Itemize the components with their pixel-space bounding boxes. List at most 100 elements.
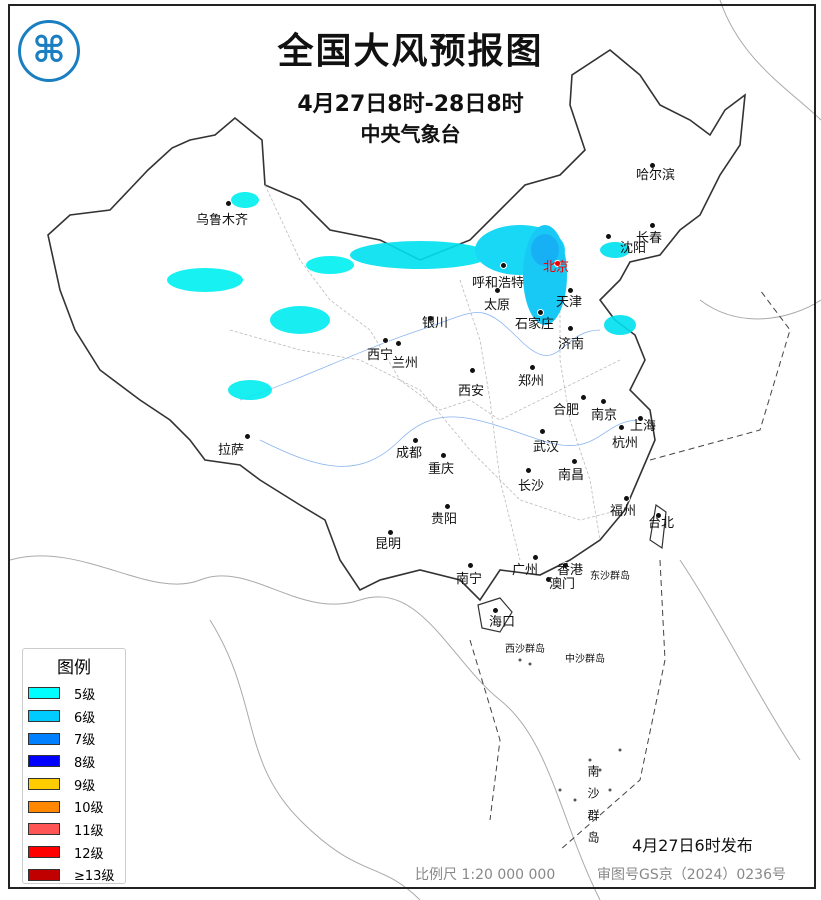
city-dot: [545, 576, 552, 583]
city-dot: [618, 424, 625, 431]
legend-label: 5级: [74, 687, 96, 703]
island-label: 南沙群岛: [586, 765, 600, 853]
city-label: 澳门: [549, 577, 576, 592]
legend-item: 5级: [23, 682, 125, 705]
legend-label: ≥13级: [74, 869, 115, 885]
city-label: 成都: [396, 446, 423, 461]
legend-label: 9级: [74, 778, 96, 794]
city-label: 沈阳: [620, 241, 647, 256]
city-dot: [494, 287, 501, 294]
city-dot: [244, 433, 251, 440]
city-label: 南昌: [558, 468, 585, 483]
city-label: 福州: [610, 504, 637, 519]
city-dot: [567, 287, 574, 294]
province-borders: [229, 184, 621, 561]
city-label: 广州: [512, 563, 539, 578]
city-label: 长春: [636, 231, 663, 246]
legend-label: 7级: [74, 733, 96, 749]
capital-star-icon: [554, 260, 561, 267]
city-dot: [225, 200, 232, 207]
nine-dash-line: [469, 289, 791, 851]
city-label: 银川: [422, 316, 449, 331]
city-label: 长沙: [518, 479, 545, 494]
city-label: 重庆: [428, 462, 455, 477]
city-label: 昆明: [375, 537, 402, 552]
south-china-sea-islands: [518, 658, 622, 802]
city-dot: [444, 503, 451, 510]
city-label: 郑州: [518, 374, 545, 389]
map-title: 全国大风预报图: [277, 31, 544, 72]
island-label: 东沙群岛: [590, 571, 630, 582]
city-dot: [567, 325, 574, 332]
legend-swatch: [28, 823, 60, 836]
city-dot: [500, 262, 507, 269]
legend-item: 10级: [23, 795, 125, 818]
legend-item: ≥13级: [23, 864, 125, 887]
city-dot: [637, 415, 644, 422]
legend-title: 图例: [57, 658, 91, 678]
city-dot: [562, 562, 569, 569]
city-dot: [467, 562, 474, 569]
city-label: 贵阳: [431, 512, 458, 527]
legend-item: 9级: [23, 773, 125, 796]
city-dot: [537, 309, 544, 316]
legend-label: 10级: [74, 801, 104, 817]
city-dot: [649, 162, 656, 169]
city-label: 西安: [458, 384, 485, 399]
island-label: 中沙群岛: [565, 654, 605, 665]
legend: 图例 5级 6级 7级 8级 9级 10级 11级 12级 ≥13级: [22, 648, 126, 884]
city-label: 乌鲁木齐: [196, 213, 249, 228]
city-label: 天津: [556, 295, 583, 310]
neighbor-coastlines: [9, 0, 821, 900]
city-dot: [412, 437, 419, 444]
rivers: [239, 312, 641, 467]
city-label: 南宁: [456, 572, 483, 587]
city-label: 杭州: [612, 436, 639, 451]
island-label: 西沙群岛: [505, 644, 545, 655]
legend-label: 6级: [74, 710, 96, 726]
city-label: 南京: [591, 408, 618, 423]
city-dot: [469, 367, 476, 374]
city-label: 海口: [489, 615, 516, 630]
map-frame: [8, 4, 816, 889]
wind-areas: [167, 192, 636, 400]
city-label: 太原: [484, 298, 511, 313]
city-dot: [600, 398, 607, 405]
city-dot: [387, 529, 394, 536]
legend-item: 8级: [23, 750, 125, 773]
map-scale: 比例尺 1:20 000 000: [415, 867, 556, 883]
city-dot: [492, 607, 499, 614]
city-dot: [539, 428, 546, 435]
city-dot: [395, 340, 402, 347]
city-label: 石家庄: [515, 317, 555, 332]
city-label: 北京: [543, 260, 570, 275]
city-dot: [649, 222, 656, 229]
city-label: 武汉: [533, 440, 560, 455]
agency-name: 中央气象台: [360, 122, 461, 146]
legend-item: 6级: [23, 705, 125, 728]
city-label: 台北: [648, 516, 675, 531]
city-label: 呼和浩特: [472, 276, 525, 291]
legend-swatch: [28, 846, 60, 859]
city-dot: [605, 233, 612, 240]
legend-swatch: [28, 687, 60, 700]
legend-swatch: [28, 732, 60, 745]
city-label: 上海: [630, 419, 657, 434]
city-label: 香港: [557, 563, 584, 578]
legend-label: 11级: [74, 823, 104, 839]
city-label: 哈尔滨: [636, 168, 676, 183]
legend-item: 11级: [23, 818, 125, 841]
city-dot: [529, 364, 536, 371]
city-label: 合肥: [553, 403, 580, 418]
issued-time: 4月27日6时发布: [632, 836, 753, 855]
city-dot: [532, 554, 539, 561]
legend-swatch: [28, 710, 60, 723]
legend-label: 8级: [74, 755, 96, 771]
city-label: 济南: [558, 337, 585, 352]
approval-number: 审图号GS京（2024）0236号: [597, 867, 786, 883]
china-border: [47, 49, 746, 602]
forecast-period: 4月27日8时-28日8时: [297, 92, 524, 117]
city-dot: [525, 467, 532, 474]
cma-logo-icon: ⌘: [18, 20, 80, 82]
